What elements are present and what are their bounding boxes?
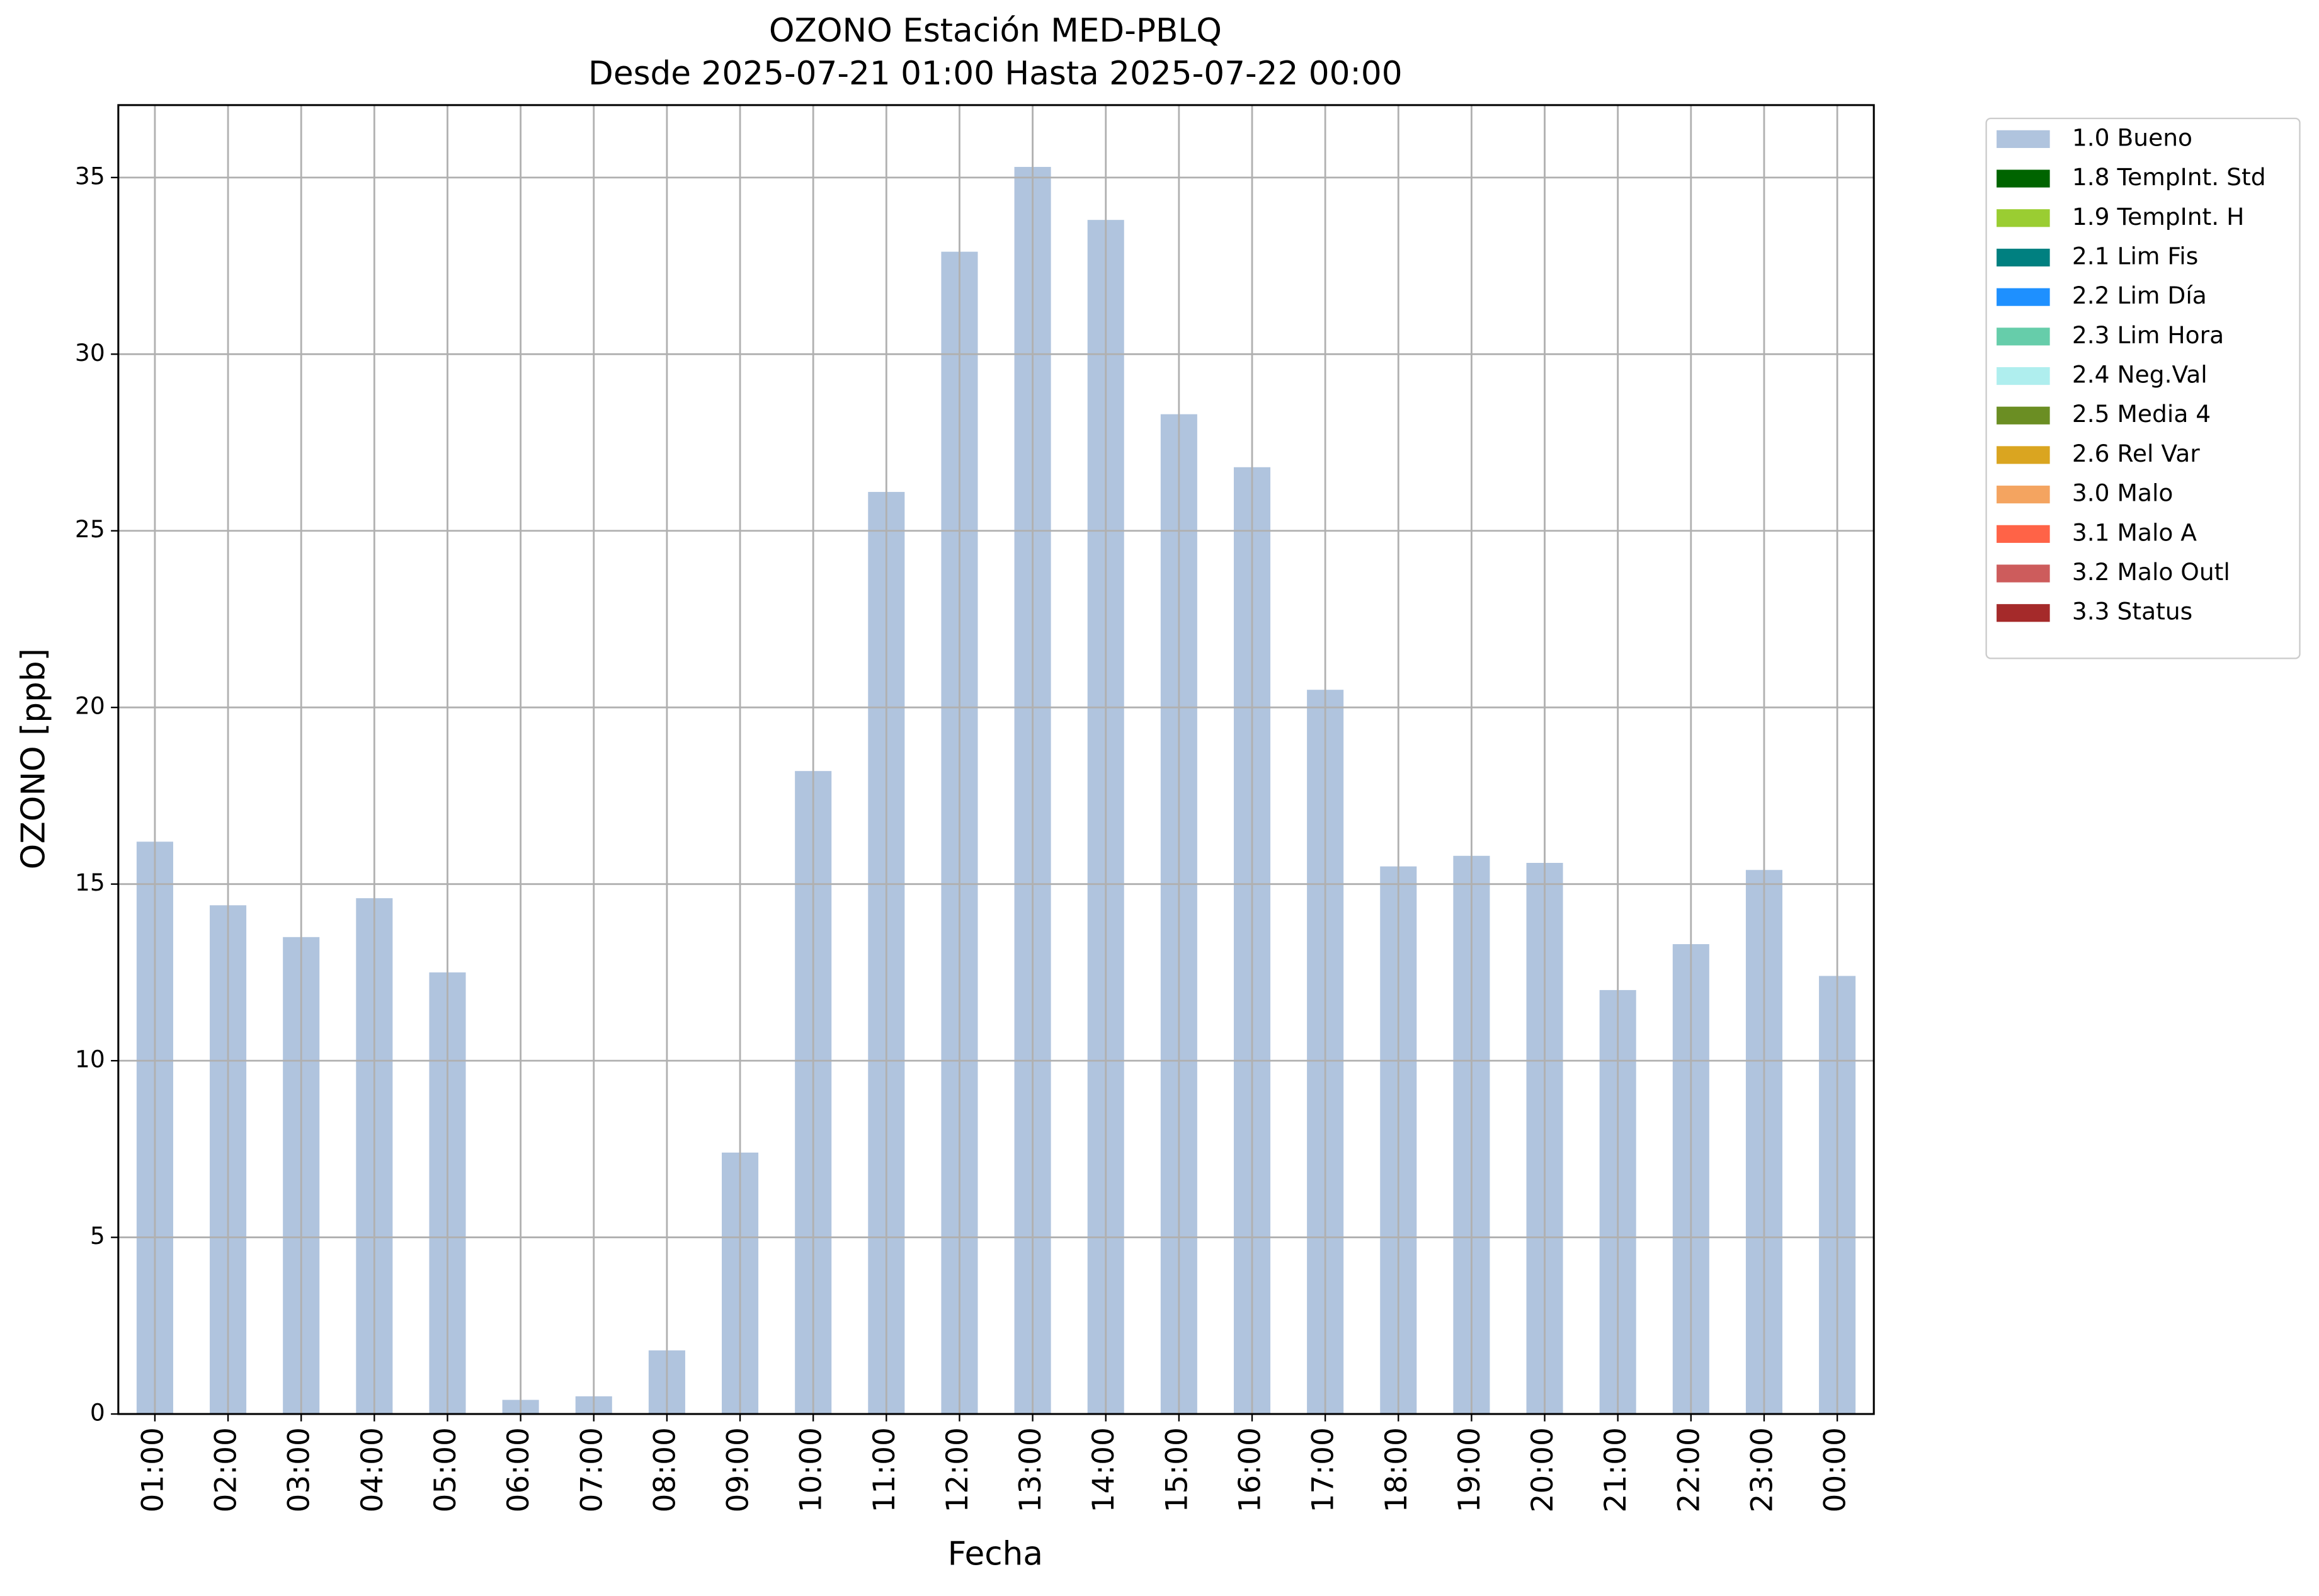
x-tick-label: 23:00 [1745, 1427, 1779, 1512]
y-tick-label: 25 [75, 515, 105, 543]
x-tick-label: 12:00 [940, 1427, 975, 1512]
legend-label: 2.3 Lim Hora [2072, 321, 2224, 349]
legend-swatch [1997, 209, 2050, 227]
x-tick-label: 17:00 [1306, 1427, 1341, 1512]
legend-swatch [1997, 248, 2050, 267]
x-tick-label: 15:00 [1160, 1427, 1194, 1512]
legend-label: 2.5 Media 4 [2072, 400, 2211, 428]
legend-swatch [1997, 288, 2050, 306]
legend-swatch [1997, 604, 2050, 622]
y-tick-label: 20 [75, 692, 105, 720]
x-tick-label: 10:00 [794, 1427, 829, 1512]
legend-swatch [1997, 486, 2050, 504]
legend-swatch [1997, 525, 2050, 543]
x-tick-label: 21:00 [1598, 1427, 1633, 1512]
x-tick-label: 13:00 [1013, 1427, 1048, 1512]
legend-swatch [1997, 446, 2050, 464]
y-tick-label: 15 [75, 869, 105, 896]
x-tick-label: 16:00 [1233, 1427, 1268, 1512]
legend-swatch [1997, 130, 2050, 148]
legend-label: 3.3 Status [2072, 598, 2192, 625]
legend-label: 1.8 TempInt. Std [2072, 163, 2266, 191]
legend-box [1985, 117, 2301, 659]
legend-label: 2.4 Neg.Val [2072, 361, 2208, 389]
y-tick-label: 10 [75, 1046, 105, 1073]
x-tick-label: 01:00 [135, 1427, 170, 1512]
legend-label: 1.9 TempInt. H [2072, 203, 2245, 231]
x-tick-label: 18:00 [1379, 1427, 1414, 1512]
x-tick-label: 06:00 [501, 1427, 536, 1512]
legend-label: 1.0 Bueno [2072, 123, 2192, 151]
legend-swatch [1997, 564, 2050, 583]
x-tick-label: 03:00 [282, 1427, 317, 1512]
y-axis-label: OZONO [ppb] [14, 648, 52, 869]
x-tick-label: 19:00 [1452, 1427, 1487, 1512]
y-tick-label: 30 [75, 339, 105, 367]
legend-label: 2.6 Rel Var [2072, 440, 2200, 467]
x-tick-label: 08:00 [647, 1427, 682, 1512]
legend-label: 2.2 Lim Día [2072, 282, 2207, 309]
legend-label: 3.2 Malo Outl [2072, 558, 2230, 586]
x-tick-label: 22:00 [1672, 1427, 1706, 1512]
legend-swatch [1997, 406, 2050, 425]
legend-swatch [1997, 169, 2050, 188]
y-tick-label: 0 [90, 1399, 105, 1427]
x-tick-label: 07:00 [574, 1427, 609, 1512]
legend-swatch [1997, 328, 2050, 346]
x-tick-label: 04:00 [355, 1427, 390, 1512]
plot-frame [117, 104, 1875, 1415]
y-tick-label: 35 [75, 162, 105, 190]
legend-label: 3.1 Malo A [2072, 518, 2197, 546]
legend-label: 3.0 Malo [2072, 479, 2174, 507]
x-tick-label: 14:00 [1086, 1427, 1121, 1512]
x-tick-label: 09:00 [721, 1427, 756, 1512]
x-axis-label: Fecha [948, 1535, 1043, 1573]
x-tick-label: 02:00 [209, 1427, 244, 1512]
x-tick-label: 00:00 [1818, 1427, 1853, 1512]
y-tick-label: 5 [90, 1222, 105, 1250]
legend-swatch [1997, 367, 2050, 385]
x-tick-label: 20:00 [1525, 1427, 1560, 1512]
chart-subtitle: Desde 2025-07-21 01:00 Hasta 2025-07-22 … [588, 55, 1403, 93]
legend-label: 2.1 Lim Fis [2072, 242, 2198, 270]
x-tick-label: 05:00 [428, 1427, 463, 1512]
chart-title: OZONO Estación MED-PBLQ [769, 12, 1222, 50]
x-tick-label: 11:00 [867, 1427, 902, 1512]
